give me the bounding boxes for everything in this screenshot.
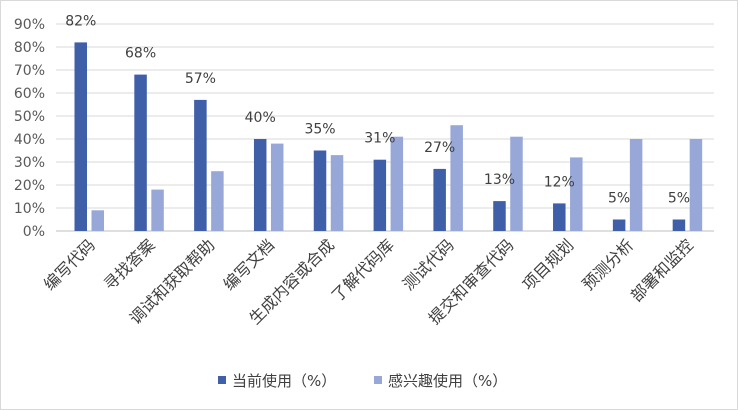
x-tick-label: 编写代码: [40, 235, 99, 294]
bar-interested-use: [91, 210, 104, 231]
bar-current-use: [493, 201, 506, 231]
bar-interested-use: [330, 155, 344, 231]
bar-current-use: [74, 42, 87, 232]
bar-interested-use: [510, 136, 523, 231]
bar-interested-use: [151, 189, 164, 231]
data-label: 68%: [125, 46, 156, 62]
legend: 当前使用（%） 感兴趣使用（%）: [218, 372, 507, 390]
bar-current-use: [134, 74, 147, 231]
y-tick-label: 60%: [14, 86, 45, 102]
bar-interested-use: [689, 139, 703, 231]
bar-interested-use: [450, 125, 463, 231]
y-tick-label: 20%: [14, 178, 45, 194]
y-axis-ticks: 0% 10% 20% 30% 40% 50% 60% 70% 80% 90%: [14, 17, 45, 240]
x-tick-label: 测试代码: [399, 235, 458, 294]
data-label: 12%: [544, 174, 575, 190]
x-tick-label: 寻找答案: [100, 235, 159, 294]
legend-interested-use-label: 感兴趣使用（%）: [388, 372, 507, 390]
y-tick-label: 0%: [23, 224, 45, 240]
bar-current-use: [672, 219, 686, 231]
data-label: 5%: [608, 191, 630, 207]
x-tick-label: 项目规划: [519, 235, 578, 294]
y-tick-label: 80%: [14, 40, 45, 56]
bar-current-use: [433, 168, 446, 231]
bar-current-use: [253, 139, 267, 231]
bar-interested-use: [390, 136, 404, 231]
y-tick-label: 90%: [14, 17, 45, 33]
bar-current-use: [313, 150, 327, 231]
data-label: 27%: [424, 140, 455, 156]
y-tick-label: 50%: [14, 109, 45, 125]
y-tick-label: 40%: [14, 132, 45, 148]
data-label: 40%: [245, 110, 276, 126]
bars: [74, 42, 703, 232]
x-tick-label: 预测分析: [578, 235, 637, 294]
bar-current-use: [194, 99, 207, 232]
bar-current-use: [612, 219, 626, 231]
gridlines: [56, 23, 714, 232]
bar-interested-use: [629, 139, 643, 231]
x-tick-label: 了解代码库: [328, 235, 398, 305]
bar-interested-use: [211, 171, 224, 231]
bar-current-use: [373, 159, 387, 231]
data-label: 35%: [304, 122, 335, 138]
data-label: 13%: [484, 172, 515, 188]
data-label: 57%: [185, 71, 216, 87]
y-tick-label: 10%: [14, 201, 45, 217]
bar-current-use: [553, 203, 566, 231]
y-tick-label: 70%: [14, 63, 45, 79]
x-tick-label: 部署和监控: [627, 235, 697, 305]
x-tick-label: 编写文档: [219, 235, 278, 294]
legend-current-use-label: 当前使用（%）: [232, 372, 336, 390]
y-tick-label: 30%: [14, 155, 45, 171]
data-label: 31%: [364, 131, 395, 147]
data-label: 5%: [668, 191, 690, 207]
bar-interested-use: [570, 157, 583, 231]
data-labels: 82% 68% 57% 40% 35% 31% 27% 13% 12% 5% 5%: [65, 13, 690, 206]
legend-interested-use-swatch: [374, 376, 382, 384]
bar-interested-use: [270, 143, 284, 231]
data-label: 82%: [65, 13, 96, 29]
legend-current-use-swatch: [218, 376, 226, 384]
